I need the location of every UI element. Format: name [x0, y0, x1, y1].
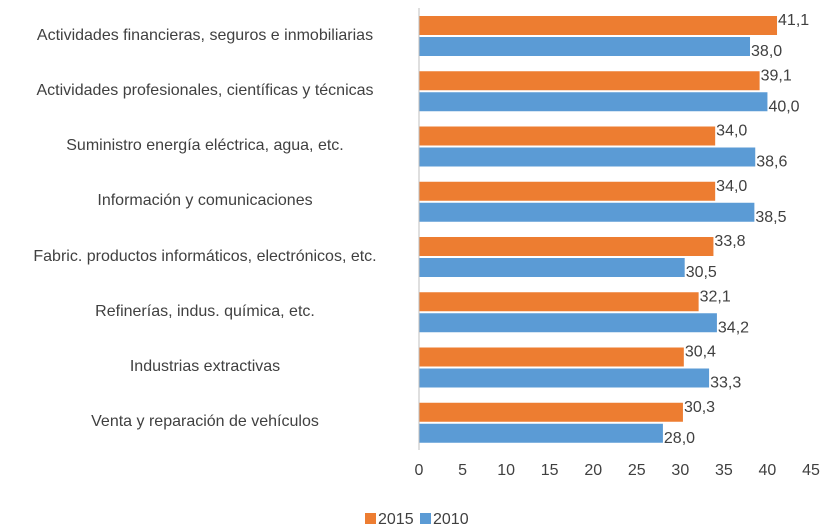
legend-label: 2010: [433, 511, 469, 528]
data-label: 32,1: [700, 288, 731, 305]
y-tick-label: Actividades profesionales, científicas y…: [36, 81, 374, 99]
bar: [419, 147, 756, 167]
x-tick-label: 5: [458, 462, 467, 479]
data-label: 38,0: [751, 43, 782, 60]
data-label: 34,0: [716, 178, 747, 195]
bar: [419, 237, 714, 256]
bar: [419, 202, 755, 222]
data-label: 28,0: [664, 430, 695, 447]
data-label: 41,1: [778, 12, 809, 29]
data-label: 38,6: [756, 154, 787, 171]
x-tick-label: 25: [628, 462, 646, 479]
bar: [419, 347, 684, 367]
data-label: 30,3: [684, 399, 715, 416]
data-label: 34,2: [718, 319, 749, 336]
legend-swatch: [420, 513, 431, 524]
x-tick-label: 15: [541, 462, 559, 479]
x-tick-label: 30: [671, 462, 689, 479]
bar: [419, 368, 710, 388]
y-tick-label: Información y comunicaciones: [97, 192, 313, 210]
y-tick-label: Industrias extractivas: [129, 358, 281, 376]
data-label: 33,3: [710, 375, 741, 392]
y-tick-label: Suministro energía eléctrica, agua, etc.: [66, 137, 344, 155]
x-tick-label: 40: [759, 462, 777, 479]
legend-swatch: [365, 513, 376, 524]
y-tick-label: Fabric. productos informáticos, electrón…: [33, 247, 377, 265]
x-tick-label: 35: [715, 462, 733, 479]
bar: [419, 71, 760, 91]
bar: [419, 313, 717, 333]
x-tick-label: 20: [584, 462, 602, 479]
bar: [419, 402, 683, 422]
x-tick-label: 0: [415, 462, 424, 479]
legend-label: 2015: [378, 511, 414, 528]
bar: [419, 181, 716, 201]
y-tick-label: Actividades financieras, seguros e inmob…: [36, 26, 374, 44]
data-label: 30,4: [685, 344, 716, 361]
data-label: 33,8: [714, 233, 745, 250]
data-label: 39,1: [761, 67, 792, 84]
bar: [419, 126, 716, 146]
bar: [419, 292, 699, 312]
data-label: 30,5: [686, 264, 717, 281]
bar: [419, 258, 685, 277]
y-tick-label: Venta y reparación de vehículos: [91, 413, 319, 431]
y-tick-label: Refinerías, indus. química, etc.: [95, 302, 315, 320]
bar: [419, 92, 768, 112]
bar: [419, 423, 663, 443]
x-tick-label: 45: [802, 462, 820, 479]
bar: [419, 37, 751, 56]
bar: [419, 16, 778, 35]
data-label: 38,5: [755, 209, 786, 226]
x-tick-label: 10: [497, 462, 515, 479]
data-label: 40,0: [768, 98, 799, 115]
data-label: 34,0: [716, 123, 747, 140]
